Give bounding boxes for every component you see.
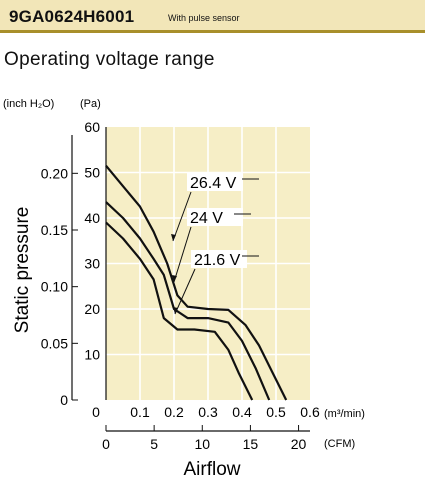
y-inch-tick-label: 0.15 xyxy=(41,222,68,238)
y-pa-tick-label: 50 xyxy=(84,165,100,181)
series-label-bg xyxy=(187,173,243,191)
y-axis-title: Static pressure xyxy=(12,207,33,334)
y-pa-tick-label: 60 xyxy=(84,119,100,135)
y-zero-label: 0 xyxy=(60,392,68,408)
x-m3-tick-label: 0.2 xyxy=(164,404,184,420)
leader-line xyxy=(172,191,192,242)
x-unit-cfm: (CFM) xyxy=(324,438,355,450)
x-cfm-tick-label: 20 xyxy=(291,436,307,452)
series-label: 24 V xyxy=(190,210,223,227)
x-m3-tick-label: 0.1 xyxy=(130,404,150,420)
y-unit-pa: (Pa) xyxy=(80,98,101,110)
series-label: 26.4 V xyxy=(190,175,237,192)
title-bar: 9GA0624H6001 With pulse sensor xyxy=(0,0,425,33)
leader-line xyxy=(174,268,196,315)
x-axis-title: Airflow xyxy=(183,459,240,480)
series-line xyxy=(105,221,254,401)
series-label: 21.6 V xyxy=(194,252,241,269)
y-pa-tick-label: 30 xyxy=(84,256,100,272)
x-cfm-tick-label: 15 xyxy=(243,436,259,452)
leader-arrow xyxy=(172,275,177,282)
x-m3-tick-label: 0.5 xyxy=(266,404,286,420)
x-m3-tick-label: 0 xyxy=(92,404,100,420)
x-m3-tick-label: 0.3 xyxy=(198,404,218,420)
model-number: 9GA0624H6001 xyxy=(9,7,135,26)
x-m3-tick-label: 0.4 xyxy=(232,404,252,420)
x-m3-tick-label: 0.6 xyxy=(300,404,320,420)
leader-arrow xyxy=(171,234,176,241)
y-inch-tick-label: 0.10 xyxy=(41,279,68,295)
y-inch-tick-label: 0.20 xyxy=(41,165,68,181)
series-line xyxy=(105,164,288,401)
x-cfm-tick-label: 0 xyxy=(102,436,110,452)
series-label-bg xyxy=(191,250,247,268)
series-line xyxy=(105,201,271,401)
y-pa-tick-label: 40 xyxy=(84,210,100,226)
series-label-bg xyxy=(187,208,243,226)
y-pa-tick-label: 20 xyxy=(84,301,100,317)
y-unit-inch: (inch H₂O) xyxy=(3,98,54,110)
x-unit-m3: (m³/min) xyxy=(324,408,365,420)
model-note: With pulse sensor xyxy=(168,13,240,23)
x-cfm-tick-label: 10 xyxy=(194,436,210,452)
leader-line xyxy=(173,226,192,283)
chart-subtitle: Operating voltage range xyxy=(4,49,215,70)
leader-arrow xyxy=(173,307,178,314)
y-inch-tick-label: 0.05 xyxy=(41,335,68,351)
y-pa-tick-label: 10 xyxy=(84,347,100,363)
x-cfm-tick-label: 5 xyxy=(150,436,158,452)
